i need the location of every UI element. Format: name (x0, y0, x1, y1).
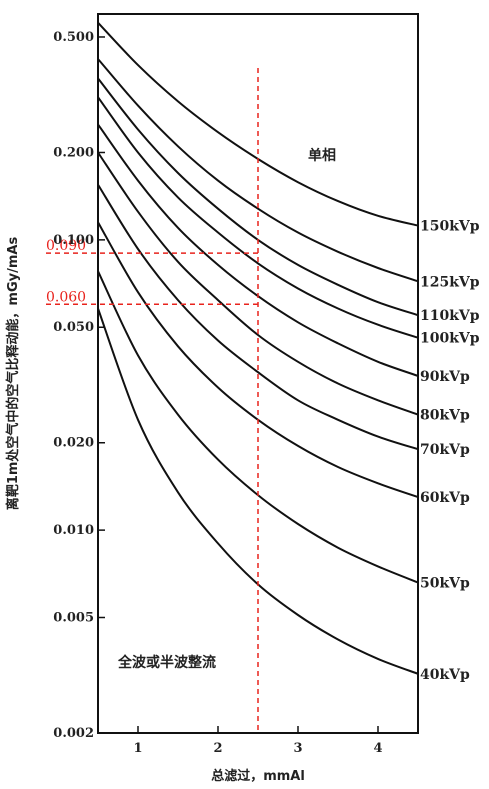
x-tick-label: 1 (133, 741, 142, 756)
y-tick-label: 0.020 (53, 436, 94, 451)
x-tick-label: 3 (293, 741, 302, 756)
curve-label-150kVp: 150kVp (420, 219, 480, 235)
curve-label-125kVp: 125kVp (420, 274, 480, 290)
y-tick-label: 0.100 (53, 233, 94, 248)
y-tick-label: 0.500 (53, 30, 94, 45)
curve-label-90kVp: 90kVp (420, 369, 470, 385)
x-axis-title: 总滤过，mmAl (211, 768, 305, 784)
curve-label-60kVp: 60kVp (420, 490, 470, 506)
y-axis-ticks: 0.002 0.005 0.010 0.020 0.050 0.100 0.200 0.500 (53, 30, 105, 741)
curve-80kVp (97, 151, 419, 416)
ref-value-label: 0.090 (46, 238, 86, 254)
y-axis-title: 离靶1m处空气中的空气比释动能，mGy/mAs (5, 237, 21, 511)
ref-value-label: 0.060 (46, 289, 86, 305)
x-tick-label: 2 (213, 741, 222, 756)
curve-50kVp (97, 270, 419, 584)
region-label-full-half-wave: 全波或半波整流 (117, 654, 216, 671)
curve-label-110kVp: 110kVp (420, 308, 480, 324)
plot-frame (97, 13, 419, 734)
curve-label-80kVp: 80kVp (420, 408, 470, 424)
x-axis-ticks: 1 2 3 4 (133, 726, 383, 756)
curve-125kVp (97, 58, 419, 283)
y-tick-label: 0.010 (53, 523, 94, 538)
curve-labels-group: 150kVp 125kVp 110kVp 100kVp 90kVp 80kVp 70kVp 6… (420, 219, 480, 683)
curve-label-40kVp: 40kVp (420, 667, 470, 683)
x-tick-label: 4 (373, 741, 382, 756)
curve-label-100kVp: 100kVp (420, 331, 480, 347)
curve-label-50kVp: 50kVp (420, 575, 470, 591)
y-tick-label: 0.002 (53, 726, 94, 741)
reference-lines-group: 0.090 0.060 (46, 68, 259, 733)
curve-40kVp (97, 308, 419, 675)
curve-70kVp (97, 184, 419, 451)
curve-label-70kVp: 70kVp (420, 442, 470, 458)
y-tick-label: 0.050 (53, 320, 94, 335)
y-tick-label: 0.005 (53, 610, 94, 625)
y-tick-label: 0.200 (53, 145, 94, 160)
curve-100kVp (97, 96, 419, 339)
region-label-single-phase: 单相 (308, 147, 336, 164)
